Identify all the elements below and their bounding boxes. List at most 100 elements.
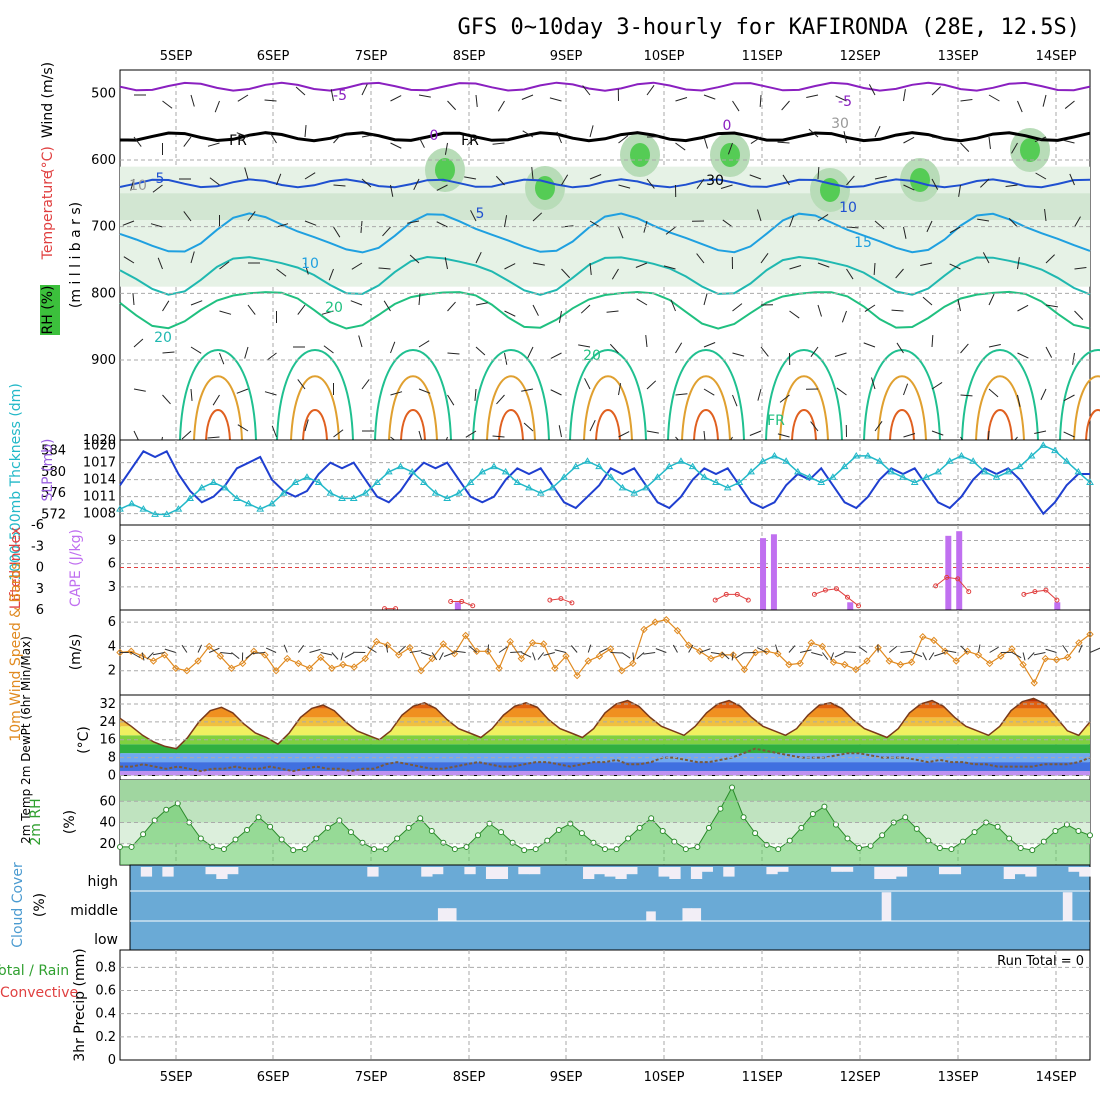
wind-barb <box>643 652 656 655</box>
wind-speed-point <box>774 650 782 658</box>
li-point <box>712 597 718 603</box>
wind-barb <box>447 352 460 355</box>
li-point <box>745 597 751 603</box>
date-label-top: 11SEP <box>742 49 783 64</box>
wind-barb <box>696 253 705 264</box>
wind-barb <box>911 652 923 658</box>
wind-speed-point <box>1041 654 1050 663</box>
wind-barb <box>817 304 822 317</box>
temp-axis-label: 2m Temp 2m DewPt (6hr Min/Max) <box>19 636 33 844</box>
cloud-gap-high <box>766 867 778 875</box>
wind-barb <box>231 652 240 660</box>
wind-barb <box>922 296 933 306</box>
wind-barb <box>843 131 847 144</box>
wind-barb <box>510 651 523 653</box>
wind-barb <box>219 310 232 315</box>
wind-barb <box>1042 94 1047 107</box>
wind-barb <box>1074 310 1084 320</box>
cloud-gap-high <box>518 867 530 875</box>
wind-speed-point <box>662 616 671 624</box>
wind-barb <box>580 304 591 314</box>
wind-speed-point <box>294 659 303 668</box>
thickness-point <box>642 483 650 491</box>
wind-barb <box>492 142 505 145</box>
wind-barb <box>757 209 762 222</box>
wind-speed-point <box>172 664 180 672</box>
panel-frame <box>119 439 1091 526</box>
thickness-point <box>606 473 615 480</box>
temp-contour-25 <box>583 375 633 441</box>
wind-barb <box>123 256 135 264</box>
rh-point <box>602 846 608 853</box>
rh-point <box>1006 835 1013 842</box>
thickness-point <box>338 494 346 501</box>
cloud-gap-high <box>464 867 476 875</box>
thickness-point <box>583 457 592 464</box>
wind-barb <box>271 425 277 438</box>
wind-barb <box>810 421 819 432</box>
rh-band <box>120 780 1090 802</box>
temp-contour-25 <box>681 375 731 441</box>
rh-point <box>1017 845 1024 851</box>
cloud-gap-high <box>701 867 713 872</box>
wind-barb <box>570 645 578 653</box>
temp-contour-30 <box>1085 409 1100 441</box>
rh-point <box>694 843 701 850</box>
li-point <box>845 594 850 600</box>
wind-barb <box>699 648 711 653</box>
wind-barb <box>543 652 555 656</box>
contour-label: FR <box>229 133 247 149</box>
contour-label: 20 <box>583 348 601 364</box>
wind-barb <box>252 652 265 654</box>
wind-barb <box>788 645 796 653</box>
wind-barb <box>1063 431 1075 438</box>
wind-barb <box>1062 644 1069 653</box>
temp-contour-25 <box>193 375 243 441</box>
wind-speed-point <box>383 641 392 649</box>
wind-speed-point <box>673 626 682 635</box>
thickness-point <box>373 478 381 485</box>
thickness-point <box>840 462 849 470</box>
rh-point <box>636 824 643 831</box>
rh-point <box>544 837 551 844</box>
wind-barb <box>1017 394 1021 407</box>
wind-barb <box>1033 652 1046 656</box>
wind-speed-point <box>1030 679 1038 687</box>
wind-speed-point <box>138 652 147 660</box>
wind-barb <box>244 167 249 180</box>
wind-barb <box>367 646 377 653</box>
temp-contour-30 <box>400 409 426 441</box>
rh-point <box>717 805 724 812</box>
wind-barb <box>276 173 282 186</box>
wind-barb <box>635 262 648 268</box>
rh-point <box>856 845 863 851</box>
wind-barb <box>197 644 203 653</box>
wind-barb <box>418 94 431 98</box>
wind-speed-point <box>149 657 158 665</box>
thickness-point <box>910 478 919 485</box>
contour-label: 20 <box>154 330 172 346</box>
temp-units-label: (°C) <box>76 726 92 754</box>
cloud-gap-high <box>949 867 962 875</box>
thickness-point <box>478 467 487 475</box>
wind-speed-point <box>417 667 425 675</box>
wind-barb <box>868 84 876 96</box>
wind-barb <box>558 310 562 323</box>
thickness-point <box>536 489 545 496</box>
wind-speed-point <box>974 651 983 659</box>
wind-barb <box>162 351 175 354</box>
pressure-tick-label: 700 <box>91 220 116 235</box>
rh-point <box>301 846 308 853</box>
pressure-tick-label: 800 <box>91 286 116 301</box>
thickness-point <box>887 467 896 475</box>
thickness-point <box>232 494 241 501</box>
rh-point <box>267 823 274 830</box>
wind-speed-point <box>762 647 771 655</box>
wind-barb <box>361 379 370 390</box>
wind-barb <box>531 167 534 180</box>
date-label-top: 13SEP <box>938 49 979 64</box>
thickness-point <box>969 457 978 464</box>
rh-point <box>313 835 320 842</box>
thickness-point <box>677 457 685 464</box>
